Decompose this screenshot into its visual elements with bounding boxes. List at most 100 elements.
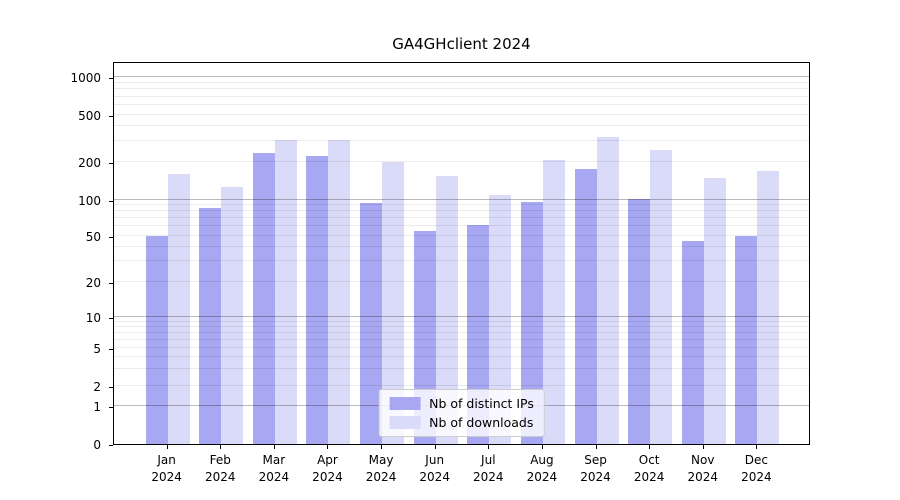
y-tick-mark-1000 — [109, 78, 113, 80]
gridline-600 — [114, 104, 809, 106]
gridline-3 — [114, 368, 809, 370]
gridline-20 — [114, 280, 809, 282]
gridline-300 — [114, 140, 809, 142]
y-tick-label-200: 200 — [78, 155, 101, 170]
x-tick-mark-apr-2024 — [327, 445, 329, 449]
y-tick-mark-10 — [109, 318, 113, 320]
x-tick-label-dec-2024: Dec 2024 — [741, 453, 772, 484]
gridline-800 — [114, 88, 809, 90]
x-tick-mark-sep-2024 — [595, 445, 597, 449]
bar-nb-of-distinct-ips-nov-2024 — [681, 241, 704, 444]
bar-nb-of-downloads-apr-2024 — [328, 139, 351, 444]
bar-nb-of-downloads-jul-2024 — [489, 194, 512, 444]
bar-nb-of-distinct-ips-sep-2024 — [574, 169, 597, 444]
y-tick-label-1: 1 — [93, 400, 101, 415]
y-axis: 0 1 2 5 10 20 50 100 200 500 1000 — [0, 62, 113, 452]
x-axis: Jan 2024 Feb 2024 Mar 2024 Apr 2024 May 2024 Jun 20… — [113, 445, 810, 500]
bar-nb-of-distinct-ips-aug-2024 — [520, 202, 543, 444]
y-tick-label-1000: 1000 — [70, 71, 101, 86]
bar-nb-of-downloads-may-2024 — [382, 161, 405, 444]
bar-nb-of-distinct-ips-dec-2024 — [735, 236, 758, 444]
bar-nb-of-downloads-dec-2024 — [757, 170, 780, 444]
gridline-50 — [114, 235, 809, 236]
gridline-500 — [114, 114, 809, 116]
y-tick-mark-5 — [109, 349, 113, 351]
gridline-60 — [114, 225, 809, 227]
x-tick-label-aug-2024: Aug 2024 — [526, 453, 558, 484]
gridline-2 — [114, 384, 809, 386]
gridline-30 — [114, 260, 809, 262]
y-tick-mark-200 — [109, 162, 113, 164]
gridline-7 — [114, 332, 809, 334]
legend-label-nb-of-distinct-ips: Nb of distinct IPs — [429, 396, 534, 411]
bar-nb-of-downloads-aug-2024 — [542, 160, 565, 444]
x-tick-label-oct-2024: Oct 2024 — [633, 453, 665, 484]
y-tick-label-500: 500 — [78, 109, 101, 123]
y-tick-mark-1 — [109, 407, 113, 409]
gridline-40 — [114, 246, 809, 248]
x-tick-label-feb-2024: Feb 2024 — [204, 453, 236, 484]
legend-item-nb-of-distinct-ips: Nb of distinct IPs — [389, 396, 534, 411]
gridline-90 — [114, 204, 809, 206]
x-tick-label-mar-2024: Mar 2024 — [258, 453, 290, 484]
legend-swatch-nb-of-downloads — [389, 416, 421, 429]
y-tick-mark-100 — [109, 200, 113, 202]
gridline-4 — [114, 356, 809, 358]
x-tick-label-jul-2024: Jul 2024 — [473, 453, 504, 484]
bar-nb-of-downloads-nov-2024 — [703, 178, 726, 444]
x-tick-label-sep-2024: Sep 2024 — [580, 453, 611, 484]
y-tick-mark-0 — [109, 445, 113, 446]
x-tick-mark-jan-2024 — [166, 445, 168, 449]
y-tick-label-100: 100 — [78, 193, 101, 208]
x-tick-mark-oct-2024 — [649, 445, 651, 449]
legend-swatch-nb-of-distinct-ips — [389, 397, 421, 410]
x-tick-mark-dec-2024 — [756, 445, 758, 449]
y-tick-label-20: 20 — [85, 275, 101, 290]
gridline-900 — [114, 82, 809, 84]
x-tick-label-jun-2024: Jun 2024 — [419, 453, 450, 484]
y-tick-label-2: 2 — [93, 379, 101, 394]
bar-nb-of-distinct-ips-jan-2024 — [145, 236, 168, 444]
x-tick-mark-feb-2024 — [220, 445, 222, 449]
x-tick-mark-may-2024 — [381, 445, 383, 449]
gridline-9 — [114, 321, 809, 323]
bar-nb-of-distinct-ips-oct-2024 — [628, 199, 651, 444]
bar-nb-of-distinct-ips-mar-2024 — [252, 153, 275, 444]
x-tick-label-jan-2024: Jan 2024 — [151, 453, 182, 484]
bar-nb-of-downloads-jun-2024 — [435, 176, 458, 444]
gridline-8 — [114, 326, 809, 328]
bar-nb-of-distinct-ips-feb-2024 — [199, 207, 222, 444]
y-tick-mark-2 — [109, 386, 113, 388]
gridline-1000 — [114, 76, 809, 78]
bar-nb-of-downloads-feb-2024 — [221, 187, 244, 444]
gridline-400 — [114, 125, 809, 127]
chart-title: GA4GHclient 2024 — [392, 35, 531, 53]
y-tick-mark-50 — [109, 236, 113, 238]
x-tick-label-may-2024: May 2024 — [365, 453, 397, 484]
x-tick-label-nov-2024: Nov 2024 — [687, 453, 719, 484]
y-tick-label-50: 50 — [85, 229, 101, 244]
x-tick-label-apr-2024: Apr 2024 — [312, 453, 343, 484]
legend-label-nb-of-downloads: Nb of downloads — [429, 415, 534, 430]
y-tick-mark-500 — [109, 116, 113, 117]
x-tick-mark-aug-2024 — [541, 445, 543, 449]
bar-nb-of-downloads-jan-2024 — [167, 173, 190, 444]
bar-nb-of-downloads-mar-2024 — [274, 140, 297, 444]
x-tick-mark-jul-2024 — [488, 445, 490, 449]
bar-nb-of-downloads-sep-2024 — [596, 136, 619, 444]
bar-nb-of-distinct-ips-may-2024 — [360, 202, 383, 444]
y-tick-label-0: 0 — [93, 438, 101, 452]
gridline-100 — [114, 198, 809, 200]
y-tick-mark-20 — [109, 282, 113, 284]
legend: Nb of distinct IPs Nb of downloads — [378, 389, 545, 437]
bar-nb-of-distinct-ips-apr-2024 — [306, 155, 329, 444]
bar-nb-of-downloads-oct-2024 — [650, 150, 673, 444]
x-tick-mark-mar-2024 — [273, 445, 275, 449]
gridline-70 — [114, 217, 809, 219]
y-tick-label-10: 10 — [85, 311, 101, 326]
gridline-6 — [114, 339, 809, 341]
plot-area: Nb of distinct IPs Nb of downloads — [113, 62, 810, 445]
gridline-200 — [114, 160, 809, 162]
gridline-700 — [114, 95, 809, 97]
